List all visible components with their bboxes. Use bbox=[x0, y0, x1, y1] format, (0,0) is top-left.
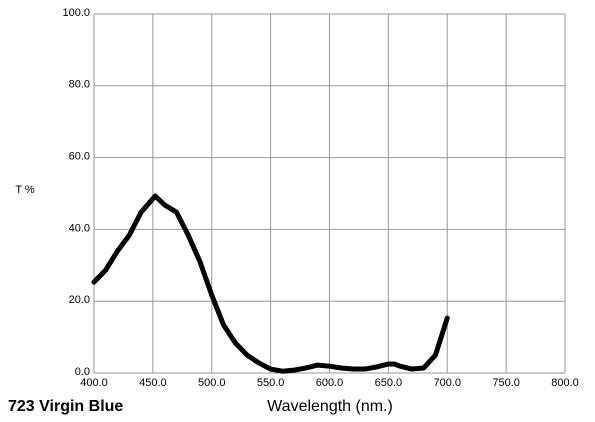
chart-title: 723 Virgin Blue bbox=[8, 398, 123, 415]
y-tick-label: 100.0 bbox=[62, 7, 90, 19]
x-tick-label: 800.0 bbox=[551, 377, 579, 389]
y-tick-label: 60.0 bbox=[69, 151, 90, 163]
data-line bbox=[91, 193, 450, 374]
x-tick-label: 500.0 bbox=[198, 377, 226, 389]
x-tick-label: 650.0 bbox=[375, 377, 403, 389]
y-tick-label: 20.0 bbox=[69, 294, 90, 306]
x-tick-label: 450.0 bbox=[139, 377, 167, 389]
y-tick-label: 0.0 bbox=[75, 366, 90, 378]
x-tick-label: 700.0 bbox=[433, 377, 461, 389]
x-tick-label: 750.0 bbox=[492, 377, 520, 389]
x-tick-label: 550.0 bbox=[257, 377, 285, 389]
x-tick-label: 400.0 bbox=[80, 377, 108, 389]
y-axis-label: T % bbox=[15, 184, 35, 196]
y-tick-label: 80.0 bbox=[69, 79, 90, 91]
x-axis-label: Wavelength (nm.) bbox=[267, 398, 393, 415]
x-tick-label: 600.0 bbox=[316, 377, 344, 389]
y-tick-label: 40.0 bbox=[69, 222, 90, 234]
